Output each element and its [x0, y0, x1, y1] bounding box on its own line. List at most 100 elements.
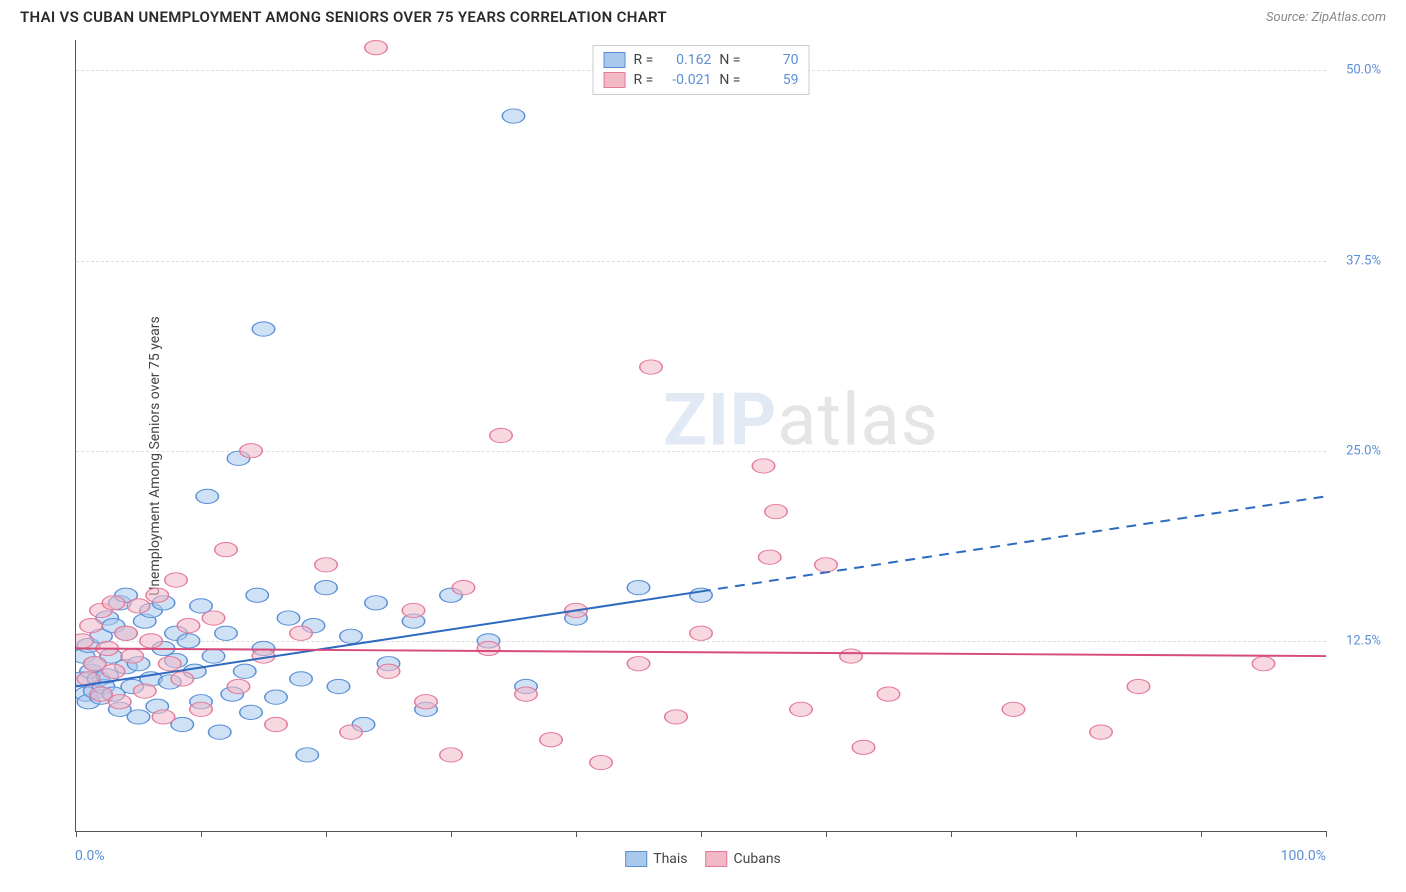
- data-point: [246, 588, 269, 602]
- data-point: [290, 626, 313, 640]
- data-point: [190, 702, 213, 716]
- swatch-cubans-bottom: [706, 851, 728, 867]
- data-point: [177, 619, 200, 633]
- data-point: [402, 603, 425, 617]
- data-point: [102, 664, 125, 678]
- plot-svg: [76, 40, 1326, 831]
- source-attribution: Source: ZipAtlas.com: [1266, 10, 1386, 25]
- data-point: [340, 629, 363, 643]
- data-point: [127, 599, 150, 613]
- data-point: [215, 542, 238, 556]
- data-point: [146, 588, 169, 602]
- data-point: [877, 687, 900, 701]
- n-label-thais: N =: [719, 52, 740, 68]
- data-point: [340, 725, 363, 739]
- legend-label-cubans: Cubans: [734, 851, 781, 867]
- data-point: [540, 733, 563, 747]
- data-point: [171, 672, 194, 686]
- data-point: [165, 573, 188, 587]
- source-prefix: Source:: [1266, 10, 1311, 25]
- x-axis-max-label: 100.0%: [1281, 848, 1326, 864]
- correlation-legend: R = 0.162 N = 70 R = -0.021 N = 59: [593, 45, 810, 95]
- legend-item-thais: Thais: [625, 851, 687, 867]
- legend-row-thais: R = 0.162 N = 70: [604, 50, 799, 70]
- x-tick: [326, 831, 327, 837]
- data-point: [190, 599, 213, 613]
- r-value-cubans: -0.021: [661, 72, 711, 88]
- data-point: [80, 619, 103, 633]
- x-tick: [576, 831, 577, 837]
- data-point: [202, 649, 225, 663]
- chart-header: THAI VS CUBAN UNEMPLOYMENT AMONG SENIORS…: [0, 0, 1406, 26]
- data-point: [265, 717, 288, 731]
- data-point: [440, 748, 463, 762]
- data-point: [452, 580, 475, 594]
- legend-item-cubans: Cubans: [706, 851, 781, 867]
- data-point: [765, 504, 788, 518]
- r-label-cubans: R =: [634, 72, 654, 88]
- data-point: [109, 695, 132, 709]
- x-axis-min-label: 0.0%: [75, 848, 105, 864]
- n-value-cubans: 59: [748, 72, 798, 88]
- data-point: [102, 596, 125, 610]
- data-point: [177, 634, 200, 648]
- chart-container: Unemployment Among Seniors over 75 years…: [20, 40, 1386, 872]
- y-tick-label: 12.5%: [1346, 633, 1381, 648]
- r-label-thais: R =: [634, 52, 654, 68]
- data-point: [227, 679, 250, 693]
- data-point: [490, 428, 513, 442]
- data-point: [159, 657, 182, 671]
- data-point: [209, 725, 232, 739]
- data-point: [277, 611, 300, 625]
- swatch-thais-bottom: [625, 851, 647, 867]
- data-point: [121, 649, 144, 663]
- n-value-thais: 70: [748, 52, 798, 68]
- data-point: [152, 710, 175, 724]
- data-point: [477, 641, 500, 655]
- data-point: [790, 702, 813, 716]
- x-tick: [76, 831, 77, 837]
- x-tick: [1076, 831, 1077, 837]
- swatch-thais: [604, 52, 626, 68]
- data-point: [252, 322, 275, 336]
- swatch-cubans: [604, 72, 626, 88]
- data-point: [290, 672, 313, 686]
- data-point: [327, 679, 350, 693]
- data-point: [759, 550, 782, 564]
- data-point: [115, 626, 138, 640]
- data-point: [202, 611, 225, 625]
- data-point: [315, 580, 338, 594]
- r-value-thais: 0.162: [661, 52, 711, 68]
- source-name: ZipAtlas.com: [1311, 10, 1386, 25]
- data-point: [215, 626, 238, 640]
- x-tick: [201, 831, 202, 837]
- data-point: [265, 690, 288, 704]
- data-point: [502, 109, 525, 123]
- data-point: [815, 558, 838, 572]
- chart-title: THAI VS CUBAN UNEMPLOYMENT AMONG SENIORS…: [20, 8, 667, 26]
- data-point: [240, 705, 263, 719]
- data-point: [315, 558, 338, 572]
- x-tick: [826, 831, 827, 837]
- data-point: [1127, 679, 1150, 693]
- data-point: [134, 684, 157, 698]
- data-point: [140, 634, 163, 648]
- x-tick: [701, 831, 702, 837]
- data-point: [127, 710, 150, 724]
- data-point: [627, 657, 650, 671]
- data-point: [640, 360, 663, 374]
- data-point: [752, 459, 775, 473]
- data-point: [1002, 702, 1025, 716]
- data-point: [690, 626, 713, 640]
- data-point: [1090, 725, 1113, 739]
- plot-area: ZIPatlas R = 0.162 N = 70 R = -0.021 N =…: [75, 40, 1326, 832]
- data-point: [590, 755, 613, 769]
- data-point: [296, 748, 319, 762]
- y-tick-label: 37.5%: [1346, 253, 1381, 268]
- x-tick: [451, 831, 452, 837]
- data-point: [515, 687, 538, 701]
- trend-line-dashed: [701, 496, 1326, 591]
- data-point: [665, 710, 688, 724]
- data-point: [627, 580, 650, 594]
- data-point: [415, 695, 438, 709]
